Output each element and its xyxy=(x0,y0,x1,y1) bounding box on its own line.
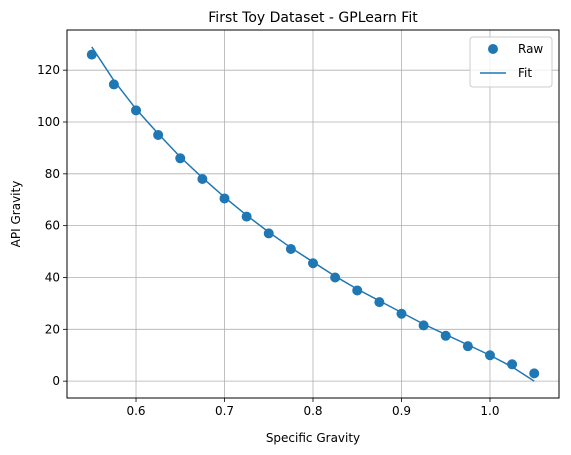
raw-point xyxy=(418,320,429,331)
x-tick-label: 0.9 xyxy=(392,404,411,418)
raw-point xyxy=(396,308,407,319)
y-tick-label: 20 xyxy=(45,322,60,336)
raw-point xyxy=(440,330,451,341)
legend-fit-label: Fit xyxy=(518,66,532,80)
y-axis-label: API Gravity xyxy=(9,181,23,248)
raw-point xyxy=(529,368,540,379)
raw-point xyxy=(241,211,252,222)
y-axis-ticks: 0 20 40 60 80 100 120 xyxy=(37,63,67,388)
chart-title: First Toy Dataset - GPLearn Fit xyxy=(208,10,418,26)
raw-point xyxy=(153,129,164,140)
raw-point xyxy=(308,258,318,269)
raw-point xyxy=(108,79,119,90)
raw-point xyxy=(197,174,208,185)
y-tick-label: 40 xyxy=(45,270,60,284)
raw-point xyxy=(507,359,518,370)
x-axis-label: Specific Gravity xyxy=(266,431,360,445)
legend-raw-marker xyxy=(488,44,498,54)
legend: Raw Fit xyxy=(469,36,553,88)
raw-point xyxy=(175,153,186,164)
grid xyxy=(67,30,559,398)
y-tick-label: 100 xyxy=(37,115,60,129)
y-tick-label: 120 xyxy=(37,63,60,77)
raw-point xyxy=(219,193,230,204)
x-tick-label: 1.0 xyxy=(480,404,499,418)
y-tick-label: 60 xyxy=(45,219,60,233)
raw-point xyxy=(330,272,341,283)
y-tick-label: 0 xyxy=(52,374,60,388)
legend-raw-label: Raw xyxy=(518,42,543,56)
raw-point xyxy=(352,285,363,296)
x-tick-label: 0.8 xyxy=(303,404,322,418)
raw-series xyxy=(86,49,540,379)
raw-point xyxy=(285,243,296,254)
x-tick-label: 0.6 xyxy=(126,404,145,418)
raw-point xyxy=(86,49,97,60)
x-tick-label: 0.7 xyxy=(215,404,234,418)
raw-point xyxy=(462,341,473,352)
x-axis-ticks: 0.6 0.7 0.8 0.9 1.0 xyxy=(126,398,500,418)
raw-point xyxy=(131,105,142,116)
raw-point xyxy=(374,297,385,308)
raw-point xyxy=(484,350,495,361)
raw-point xyxy=(263,228,274,239)
y-tick-label: 80 xyxy=(45,167,60,181)
